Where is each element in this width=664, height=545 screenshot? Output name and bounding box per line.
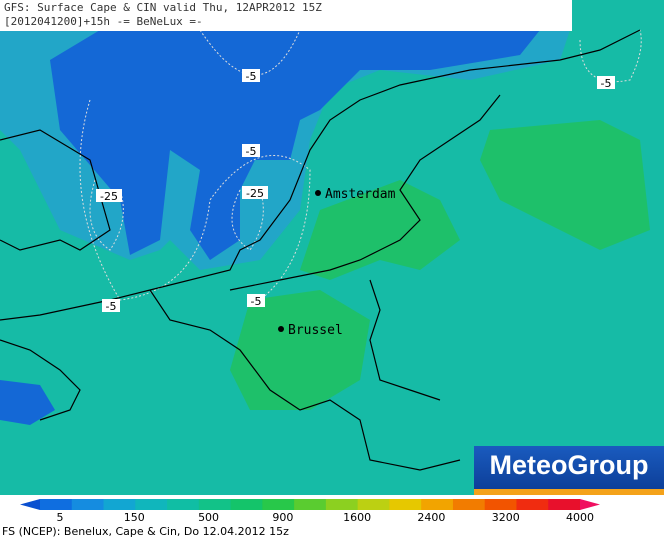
colorbar-segment: [516, 499, 549, 510]
colorbar-segment: [167, 499, 200, 510]
sea-deep: [50, 30, 540, 260]
colorbar-label: 1600: [343, 511, 371, 524]
contour-labels: -5 -5 -25 -25 -5 -5 -5: [96, 69, 615, 313]
colorbar-segment: [421, 499, 454, 510]
colorbar-segment: [325, 499, 359, 510]
contour-label: -5: [601, 77, 612, 90]
colorbar-arrow: [580, 499, 600, 510]
city-marker: [315, 190, 321, 196]
colorbar-segment: [40, 499, 73, 510]
land-green: [300, 180, 460, 280]
city-marker: [278, 326, 284, 332]
colorbar-label: 150: [124, 511, 145, 524]
colorbar-label: 5: [57, 511, 64, 524]
contour-label: -5: [246, 70, 257, 83]
sea-deep: [0, 380, 55, 425]
header: GFS: Surface Cape & CIN valid Thu, 12APR…: [0, 0, 572, 31]
footer: FS (NCEP): Benelux, Cape & Cin, Do 12.04…: [2, 525, 289, 538]
colorbar-segment: [357, 499, 390, 510]
contour-label: -5: [246, 145, 257, 158]
logo: MeteoGroup: [474, 446, 664, 495]
colorbar-segment: [198, 499, 232, 510]
colorbar-segment: [389, 499, 422, 510]
colorbar-segment: [103, 499, 136, 510]
borders: [0, 29, 641, 471]
colorbar-label: 3200: [492, 511, 520, 524]
header-line: [2012041200]+15h -= BeNeLux =-: [4, 15, 203, 28]
colorbar-label: 900: [272, 511, 293, 524]
colorbar-label: 500: [198, 511, 219, 524]
contour-label: -5: [251, 295, 262, 308]
city-label: Brussel: [288, 323, 343, 338]
colorbar-arrow: [20, 499, 40, 510]
colorbar-label: 4000: [566, 511, 594, 524]
contour-label: -25: [246, 187, 264, 200]
contour-label: -25: [100, 190, 118, 203]
colorbar-segment: [71, 499, 105, 510]
colorbar-segment: [262, 499, 295, 510]
colorbar-segment: [230, 499, 263, 510]
land-green: [230, 290, 370, 410]
colorbar-segment: [294, 499, 327, 510]
colorbar-segment: [452, 499, 486, 510]
header-line: GFS: Surface Cape & CIN valid Thu, 12APR…: [4, 1, 322, 14]
colorbar-segment: [548, 499, 581, 510]
colorbar-segment: [135, 499, 168, 510]
colorbar-segment: [484, 499, 517, 510]
colorbar: 5 150 500 900 1600 2400 3200 4000: [20, 499, 600, 524]
land-green: [480, 120, 650, 250]
city-label: Amsterdam: [325, 187, 396, 202]
contour-label: -5: [106, 300, 117, 313]
colorbar-label: 2400: [417, 511, 445, 524]
